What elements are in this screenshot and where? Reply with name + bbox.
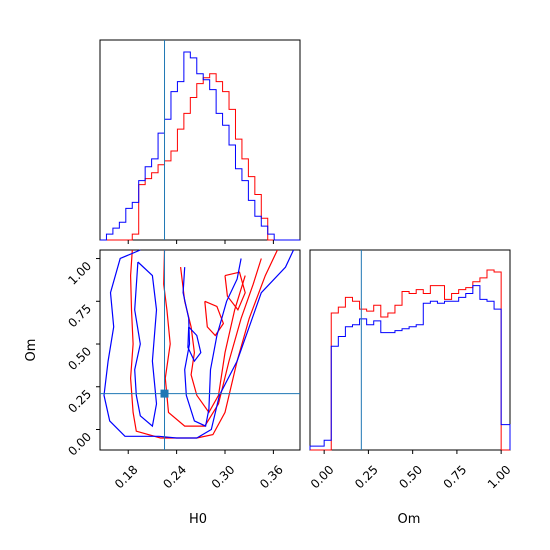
- om-histogram-series-0: [310, 269, 510, 451]
- top-panel-frame: [99, 39, 301, 241]
- contour-x-tick-label-3: 0.36: [257, 463, 286, 492]
- om-x-tick-label-0: 0.00: [308, 463, 337, 492]
- om-x-tick-label-2: 0.50: [396, 463, 425, 492]
- y-axis-label-om: Om: [24, 339, 39, 362]
- om-panel-frame: [309, 249, 511, 451]
- tick-group: 0.18 0.24 0.30 0.36 0.00 0.25 0.50 0.75 1.00 0.00…: [65, 240, 514, 492]
- contour-panel-frame: [99, 249, 301, 451]
- om-histogram: [309, 250, 511, 451]
- contour-y-tick-label-3: 0.75: [65, 302, 94, 331]
- om-x-tick-label-4: 1.00: [485, 463, 514, 492]
- om-x-tick-label-1: 0.25: [352, 463, 381, 492]
- contour-y-tick-label-1: 0.25: [65, 387, 94, 416]
- h0-om-contour: [100, 249, 300, 450]
- x-axis-label-h0: H0: [189, 512, 207, 527]
- contour-y-tick-label-2: 0.50: [65, 344, 94, 373]
- om-x-tick-label-3: 0.75: [441, 463, 470, 492]
- contour-truth-marker: [160, 389, 169, 398]
- contour-y-tick-label-0: 0.00: [65, 430, 94, 459]
- panel-frames: [99, 39, 511, 451]
- contour-line-1-1: [134, 261, 158, 428]
- contour-line-0-4: [224, 271, 246, 311]
- contour-line-0-3: [204, 300, 225, 337]
- h0-histogram-series-0: [100, 73, 300, 241]
- contour-x-tick-label-2: 0.30: [209, 463, 238, 492]
- contour-line-1-2: [182, 258, 242, 427]
- contour-line-0-0: [129, 249, 278, 439]
- h0-histogram: [100, 40, 300, 241]
- contour-line-0-1: [163, 249, 262, 427]
- contour-x-tick-label-0: 0.18: [112, 463, 141, 492]
- h0-histogram-series-1: [100, 51, 300, 241]
- contour-y-tick-label-4: 1.00: [65, 259, 94, 288]
- contour-x-tick-label-1: 0.24: [160, 463, 189, 492]
- contour-line-1-3: [187, 326, 202, 363]
- contour-line-1-0: [103, 249, 295, 439]
- x-axis-label-om: Om: [398, 512, 421, 527]
- om-histogram-series-1: [309, 285, 511, 450]
